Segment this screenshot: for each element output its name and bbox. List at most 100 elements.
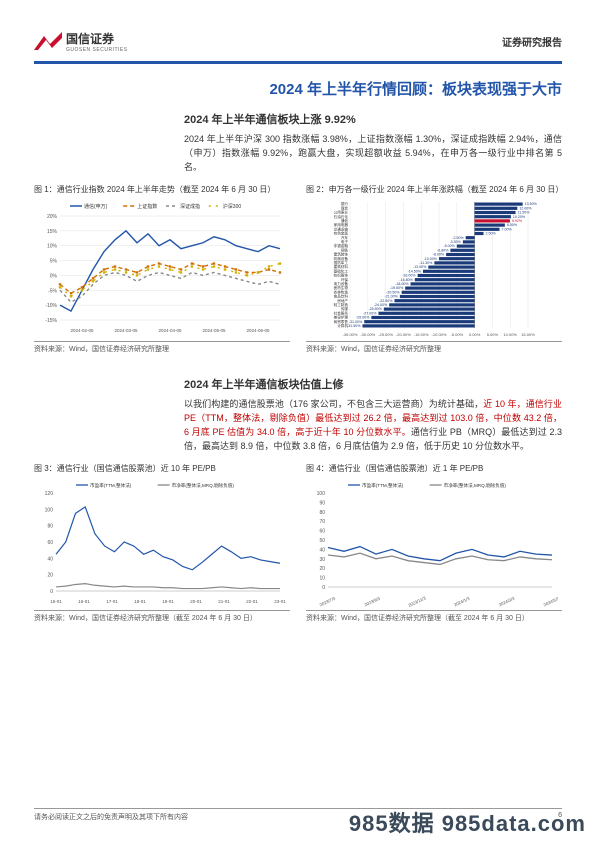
section2-body: 以我们构建的通信股票池（176 家公司，不包含三大运营商）为统计基础，近 10 … [184, 398, 562, 454]
svg-text:10: 10 [319, 576, 325, 582]
svg-text:-10.00%: -10.00% [432, 332, 447, 337]
company-name: 国信证券 [66, 30, 128, 47]
fig4-source: 资料来源：Wind，国信证券经济研究所整理（截至 2024 年 6 月 30 日… [306, 610, 562, 623]
svg-text:0.00%: 0.00% [469, 332, 481, 337]
svg-text:-5%: -5% [48, 288, 57, 294]
svg-text:2024-04-05: 2024-04-05 [158, 328, 182, 333]
svg-text:100: 100 [45, 508, 54, 514]
report-type: 证券研究报告 [502, 34, 562, 49]
svg-text:15.00%: 15.00% [521, 332, 535, 337]
svg-text:-15.00%: -15.00% [414, 332, 429, 337]
figure-row-2: 图 3：通信行业（国信通信股票池）近 10 年 PE/PB 0 20 40 60 80 1… [34, 464, 562, 623]
fig4: 图 4：通信行业（国信通信股票池）近 1 年 PE/PB 01020304050… [306, 464, 562, 623]
svg-text:40: 40 [47, 557, 53, 563]
svg-text:21-01: 21-01 [218, 599, 230, 604]
main-title: 2024 年上半年行情回顾：板块表现强于大市 [34, 78, 562, 99]
svg-text:-20.00%: -20.00% [396, 332, 411, 337]
svg-text:沪深300: 沪深300 [223, 203, 242, 210]
svg-text:深证成指: 深证成指 [180, 203, 200, 210]
svg-text:-10%: -10% [45, 303, 57, 309]
fig1: 图 1：通信行业指数 2024 年上半年走势（截至 2024 年 6 月 30 … [34, 185, 290, 354]
svg-text:40: 40 [319, 548, 325, 554]
svg-text:0: 0 [50, 589, 53, 595]
svg-text:80: 80 [47, 524, 53, 530]
company-sub: GUOSEN SECURITIES [66, 47, 128, 53]
svg-text:2024-02-05: 2024-02-05 [70, 328, 94, 333]
svg-text:2023/11/3: 2023/11/3 [407, 595, 427, 607]
svg-text:22-01: 22-01 [246, 599, 258, 604]
svg-text:通信(申万): 通信(申万) [84, 203, 108, 210]
svg-text:市净率(整体法,MRQ,剔除负值): 市净率(整体法,MRQ,剔除负值) [172, 482, 235, 489]
svg-text:2024/5/3: 2024/5/3 [543, 596, 558, 607]
svg-text:18-01: 18-01 [134, 599, 146, 604]
section1-heading: 2024 年上半年通信板块上涨 9.92% [184, 111, 562, 127]
svg-text:2024/1/3: 2024/1/3 [453, 596, 471, 607]
svg-text:2.50%: 2.50% [486, 232, 497, 236]
svg-text:70: 70 [319, 520, 325, 526]
fig4-chart: 01020304050607080901002023/7/32023/9/320… [306, 477, 562, 607]
fig3-chart: 0 20 40 60 80 100 120 15-01 16-01 17-01 18-01 19-01… [34, 477, 290, 607]
svg-text:23-01: 23-01 [274, 599, 286, 604]
svg-text:-25.00%: -25.00% [378, 332, 393, 337]
svg-text:10%: 10% [47, 244, 58, 250]
logo-icon [34, 32, 62, 52]
watermark: 985数据 985data.com [349, 806, 586, 838]
footer-disclaimer: 请务必阅读正文之后的免责声明及其项下所有内容 [34, 812, 188, 822]
svg-text:20%: 20% [47, 214, 58, 220]
svg-text:0: 0 [322, 585, 325, 591]
fig2-chart: -35.00%-30.00%-25.00%-20.00%-15.00%-10.0… [306, 198, 562, 338]
svg-text:2023/9/3: 2023/9/3 [364, 596, 382, 607]
svg-text:60: 60 [47, 540, 53, 546]
fig1-chart: -15% -10% -5% 0% 5% 10% 15% 20% 2024-02-05 2024-0… [34, 198, 290, 338]
company-logo: 国信证券 GUOSEN SECURITIES [34, 30, 128, 53]
section1-body: 2024 年上半年沪深 300 指数涨幅 3.98%，上证指数涨幅 1.30%，… [184, 133, 562, 175]
svg-text:2023/7/3: 2023/7/3 [319, 596, 337, 607]
svg-text:19-01: 19-01 [162, 599, 174, 604]
svg-text:-5.00%: -5.00% [450, 332, 463, 337]
svg-text:20-01: 20-01 [190, 599, 202, 604]
svg-text:-35.00%: -35.00% [343, 332, 358, 337]
figure-row-1: 图 1：通信行业指数 2024 年上半年走势（截至 2024 年 6 月 30 … [34, 185, 562, 354]
svg-text:20: 20 [319, 567, 325, 573]
svg-text:7.00%: 7.00% [502, 228, 513, 232]
fig2: 图 2：申万各一级行业 2024 年上半年涨跌幅（截至 2024 年 6 月 3… [306, 185, 562, 354]
header-rule [34, 61, 562, 64]
svg-text:90: 90 [319, 501, 325, 507]
svg-text:15%: 15% [47, 229, 58, 235]
fig4-title: 图 4：通信行业（国信通信股票池）近 1 年 PE/PB [306, 464, 562, 474]
svg-text:2024/3/3: 2024/3/3 [498, 596, 516, 607]
svg-text:-15%: -15% [45, 318, 57, 324]
svg-text:2024-06-05: 2024-06-05 [246, 328, 270, 333]
fig3-title: 图 3：通信行业（国信通信股票池）近 10 年 PE/PB [34, 464, 290, 474]
svg-text:-30.00%: -30.00% [360, 332, 375, 337]
svg-text:市盈率(TTM,整体法): 市盈率(TTM,整体法) [362, 482, 404, 489]
svg-text:10.00%: 10.00% [503, 332, 517, 337]
svg-text:市净率(整体法,MRQ,剔除负值): 市净率(整体法,MRQ,剔除负值) [444, 482, 507, 489]
svg-text:0%: 0% [50, 274, 58, 280]
svg-text:2024-05-05: 2024-05-05 [202, 328, 226, 333]
fig1-source: 资料来源：Wind，国信证券经济研究所整理 [34, 341, 290, 354]
svg-text:16-01: 16-01 [78, 599, 90, 604]
fig2-title: 图 2：申万各一级行业 2024 年上半年涨跌幅（截至 2024 年 6 月 3… [306, 185, 562, 195]
svg-text:30: 30 [319, 557, 325, 563]
fig3: 图 3：通信行业（国信通信股票池）近 10 年 PE/PB 0 20 40 60 80 1… [34, 464, 290, 623]
svg-text:-31.50%: -31.50% [347, 324, 361, 328]
svg-text:80: 80 [319, 510, 325, 516]
svg-text:上证指数: 上证指数 [137, 203, 157, 210]
svg-text:17-01: 17-01 [106, 599, 118, 604]
svg-text:60: 60 [319, 529, 325, 535]
svg-text:20: 20 [47, 573, 53, 579]
svg-text:5%: 5% [50, 259, 58, 265]
page-header: 国信证券 GUOSEN SECURITIES 证券研究报告 [34, 30, 562, 53]
svg-text:120: 120 [45, 491, 54, 497]
svg-text:市盈率(TTM,整体法): 市盈率(TTM,整体法) [90, 482, 132, 489]
fig2-source: 资料来源：Wind，国信证券经济研究所整理 [306, 341, 562, 354]
section2-heading: 2024 年上半年通信板块估值上修 [184, 376, 562, 392]
fig3-source: 资料来源：Wind，国信证券经济研究所整理（截至 2024 年 6 月 30 日… [34, 610, 290, 623]
section2-plain1: 以我们构建的通信股票池（176 家公司，不包含三大运营商）为统计基础， [184, 399, 483, 409]
fig1-title: 图 1：通信行业指数 2024 年上半年走势（截至 2024 年 6 月 30 … [34, 185, 290, 195]
svg-text:2024-03-05: 2024-03-05 [114, 328, 138, 333]
svg-text:5.00%: 5.00% [487, 332, 499, 337]
svg-text:100: 100 [317, 491, 326, 497]
svg-text:15-01: 15-01 [50, 599, 62, 604]
